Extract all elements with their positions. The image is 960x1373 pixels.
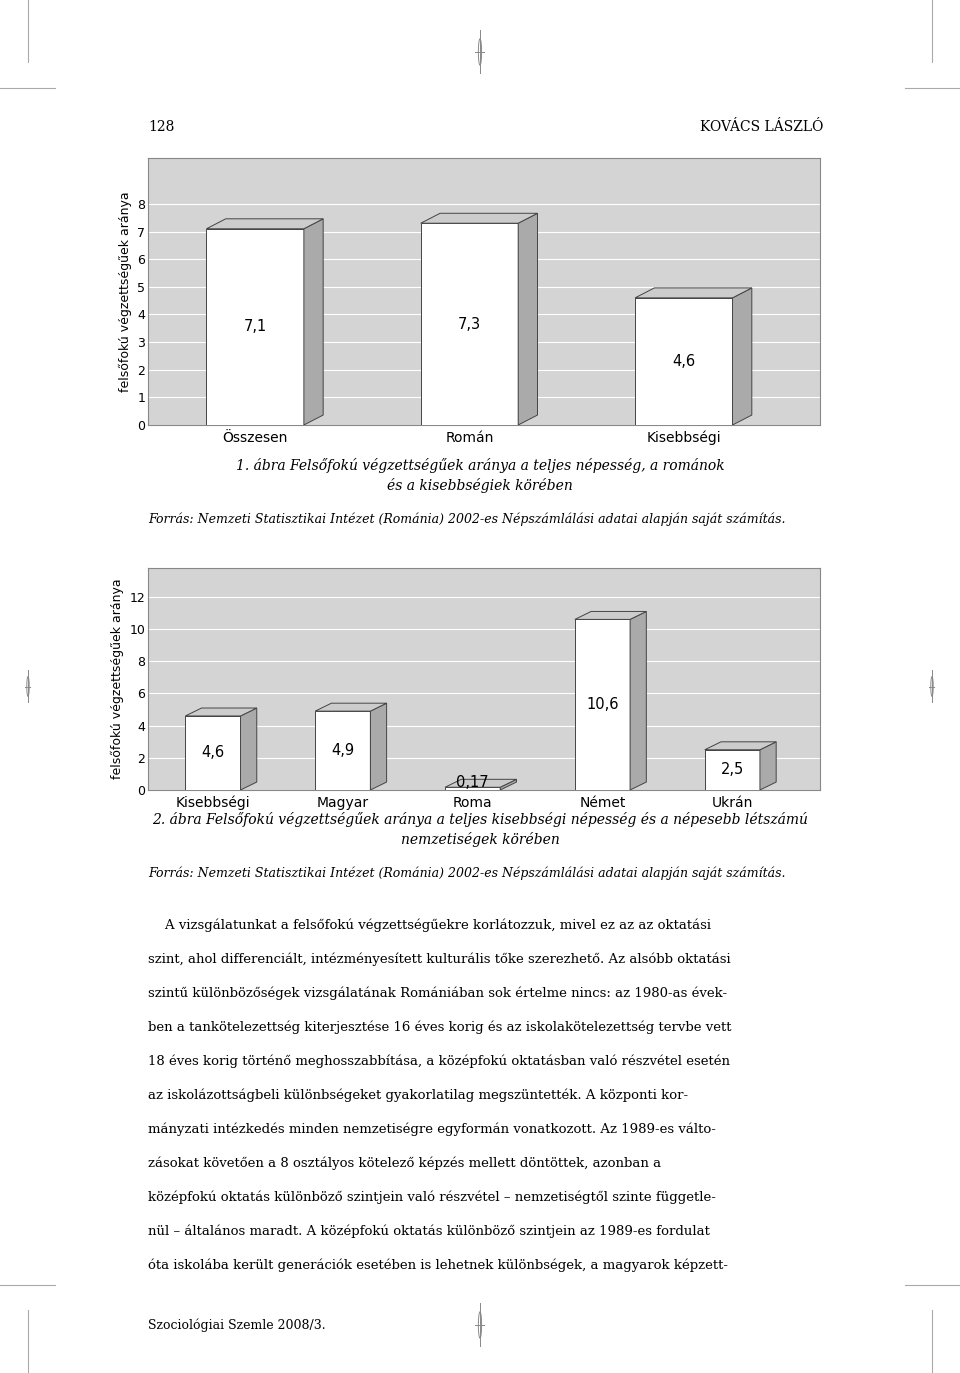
Text: az iskolázottságbeli különbségeket gyakorlatilag megszüntették. A központi kor-: az iskolázottságbeli különbségeket gyako…: [148, 1087, 688, 1101]
Y-axis label: felsőfokú végzettségűek aránya: felsőfokú végzettségűek aránya: [110, 578, 124, 780]
Polygon shape: [445, 780, 516, 787]
Text: mányzati intézkedés minden nemzetiségre egyformán vonatkozott. Az 1989-es válto-: mányzati intézkedés minden nemzetiségre …: [148, 1122, 716, 1135]
Text: 7,1: 7,1: [244, 320, 267, 335]
Text: 18 éves korig történő meghosszabbítása, a középfokú oktatásban való részvétel es: 18 éves korig történő meghosszabbítása, …: [148, 1054, 730, 1067]
Text: 2,5: 2,5: [721, 762, 744, 777]
Polygon shape: [500, 780, 516, 789]
Polygon shape: [445, 787, 500, 789]
Polygon shape: [705, 741, 777, 750]
Polygon shape: [206, 229, 304, 426]
Text: óta iskolába került generációk esetében is lehetnek különbségek, a magyarok képz: óta iskolába került generációk esetében …: [148, 1258, 728, 1271]
Text: Forrás: Nemzeti Statisztikai Intézet (Románia) 2002-es Népszámlálási adatai alap: Forrás: Nemzeti Statisztikai Intézet (Ro…: [148, 866, 785, 880]
Polygon shape: [185, 708, 256, 715]
Text: nemzetiségek körében: nemzetiségek körében: [400, 832, 560, 847]
Text: 128: 128: [148, 119, 175, 135]
Text: 0,17: 0,17: [456, 776, 489, 791]
Polygon shape: [304, 218, 324, 426]
Text: középfokú oktatás különböző szintjein való részvétel – nemzetiségtől szinte függ: középfokú oktatás különböző szintjein va…: [148, 1190, 716, 1204]
Polygon shape: [185, 715, 241, 789]
Polygon shape: [575, 619, 630, 789]
Text: ben a tankötelezettség kiterjesztése 16 éves korig és az iskolakötelezettség ter: ben a tankötelezettség kiterjesztése 16 …: [148, 1020, 732, 1034]
Text: Forrás: Nemzeti Statisztikai Intézet (Románia) 2002-es Népszámlálási adatai alap: Forrás: Nemzeti Statisztikai Intézet (Ro…: [148, 512, 785, 526]
Polygon shape: [705, 750, 760, 789]
Text: 4,6: 4,6: [202, 746, 225, 761]
Text: A vizsgálatunkat a felsőfokú végzettségűekre korlátozzuk, mivel ez az az oktatás: A vizsgálatunkat a felsőfokú végzettségű…: [148, 919, 711, 931]
Polygon shape: [518, 213, 538, 426]
Text: nül – általános maradt. A középfokú oktatás különböző szintjein az 1989-es fordu: nül – általános maradt. A középfokú okta…: [148, 1223, 709, 1237]
Polygon shape: [371, 703, 387, 789]
Text: 10,6: 10,6: [587, 697, 619, 713]
Text: KOVÁCS LÁSZLÓ: KOVÁCS LÁSZLÓ: [700, 119, 824, 135]
Text: és a kisebbségiek körében: és a kisebbségiek körében: [387, 478, 573, 493]
Polygon shape: [760, 741, 777, 789]
Polygon shape: [315, 711, 371, 789]
Polygon shape: [315, 703, 387, 711]
Polygon shape: [575, 611, 646, 619]
Text: 2. ábra Felsőfokú végzettségűek aránya a teljes kisebbségi népesség és a népeseb: 2. ábra Felsőfokú végzettségűek aránya a…: [152, 811, 808, 827]
Text: 7,3: 7,3: [458, 317, 481, 332]
Text: zásokat követően a 8 osztályos kötelező képzés mellett döntöttek, azonban a: zásokat követően a 8 osztályos kötelező …: [148, 1156, 661, 1170]
Polygon shape: [630, 611, 646, 789]
Polygon shape: [420, 213, 538, 224]
Y-axis label: felsőfokú végzettségűek aránya: felsőfokú végzettségűek aránya: [118, 191, 132, 391]
Polygon shape: [206, 218, 324, 229]
Polygon shape: [636, 298, 732, 426]
Polygon shape: [732, 288, 752, 426]
Text: Szociológiai Szemle 2008/3.: Szociológiai Szemle 2008/3.: [148, 1318, 325, 1332]
Polygon shape: [636, 288, 752, 298]
Text: 4,9: 4,9: [331, 743, 354, 758]
Polygon shape: [241, 708, 256, 789]
Text: 4,6: 4,6: [672, 354, 695, 369]
Text: 1. ábra Felsőfokú végzettségűek aránya a teljes népesség, a románok: 1. ábra Felsőfokú végzettségűek aránya a…: [236, 459, 724, 474]
Text: szintű különbözőségek vizsgálatának Romániában sok értelme nincs: az 1980-as éve: szintű különbözőségek vizsgálatának Romá…: [148, 986, 727, 1000]
Polygon shape: [420, 224, 518, 426]
Text: szint, ahol differenciált, intézményesített kulturális tőke szerezhető. Az alsób: szint, ahol differenciált, intézményesít…: [148, 951, 731, 965]
